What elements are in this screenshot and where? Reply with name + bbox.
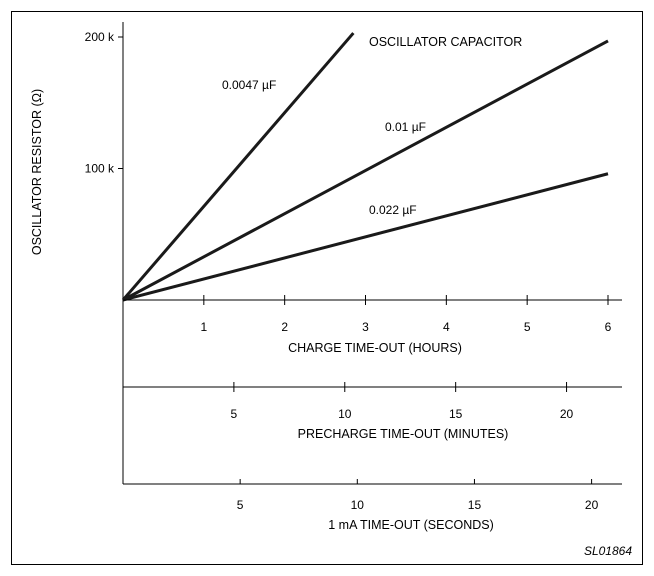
x-axis-precharge: 5 10 15 20 (123, 382, 622, 421)
y-axis-title: OSCILLATOR RESISTOR (Ω) (30, 89, 44, 255)
x-tick-label-2-1: 10 (351, 498, 365, 512)
legend-title: OSCILLATOR CAPACITOR (369, 35, 522, 49)
x-tick-label-1-2: 15 (449, 407, 463, 421)
x-tick-label-1-3: 20 (560, 407, 574, 421)
series-group: 0.0047 µF 0.01 µF 0.022 µF (121, 32, 609, 302)
x-tick-label-0-2: 3 (362, 320, 369, 334)
y-tick-label-1: 200 k (85, 30, 115, 44)
series-label-2: 0.022 µF (369, 203, 417, 217)
x-tick-label-0-0: 1 (200, 320, 207, 334)
x-axis-charge: 1 2 3 4 5 6 (123, 295, 622, 334)
series-line-0 (121, 32, 355, 301)
series-line-2 (122, 172, 609, 302)
x-axis-title-precharge: PRECHARGE TIME-OUT (MINUTES) (298, 427, 509, 441)
series-label-0: 0.0047 µF (222, 78, 276, 92)
x-tick-label-0-3: 4 (443, 320, 450, 334)
x-tick-label-2-0: 5 (237, 498, 244, 512)
x-tick-label-2-2: 15 (468, 498, 482, 512)
x-axis-title-1ma: 1 mA TIME-OUT (SECONDS) (328, 518, 494, 532)
x-tick-label-2-3: 20 (585, 498, 599, 512)
x-tick-label-0-1: 2 (281, 320, 288, 334)
y-tick-label-0: 100 k (85, 162, 115, 176)
x-tick-label-1-0: 5 (231, 407, 238, 421)
x-axis-1ma: 5 10 15 20 (123, 479, 622, 512)
figure-id: SL01864 (584, 544, 632, 558)
x-tick-label-1-1: 10 (338, 407, 352, 421)
x-axis-title-charge: CHARGE TIME-OUT (HOURS) (288, 341, 462, 355)
y-ticks: 100 k 200 k (85, 30, 123, 176)
x-tick-label-0-5: 6 (605, 320, 612, 334)
x-tick-label-0-4: 5 (524, 320, 531, 334)
series-label-1: 0.01 µF (385, 120, 426, 134)
series-line-1 (122, 39, 609, 302)
figure-frame (11, 11, 643, 565)
